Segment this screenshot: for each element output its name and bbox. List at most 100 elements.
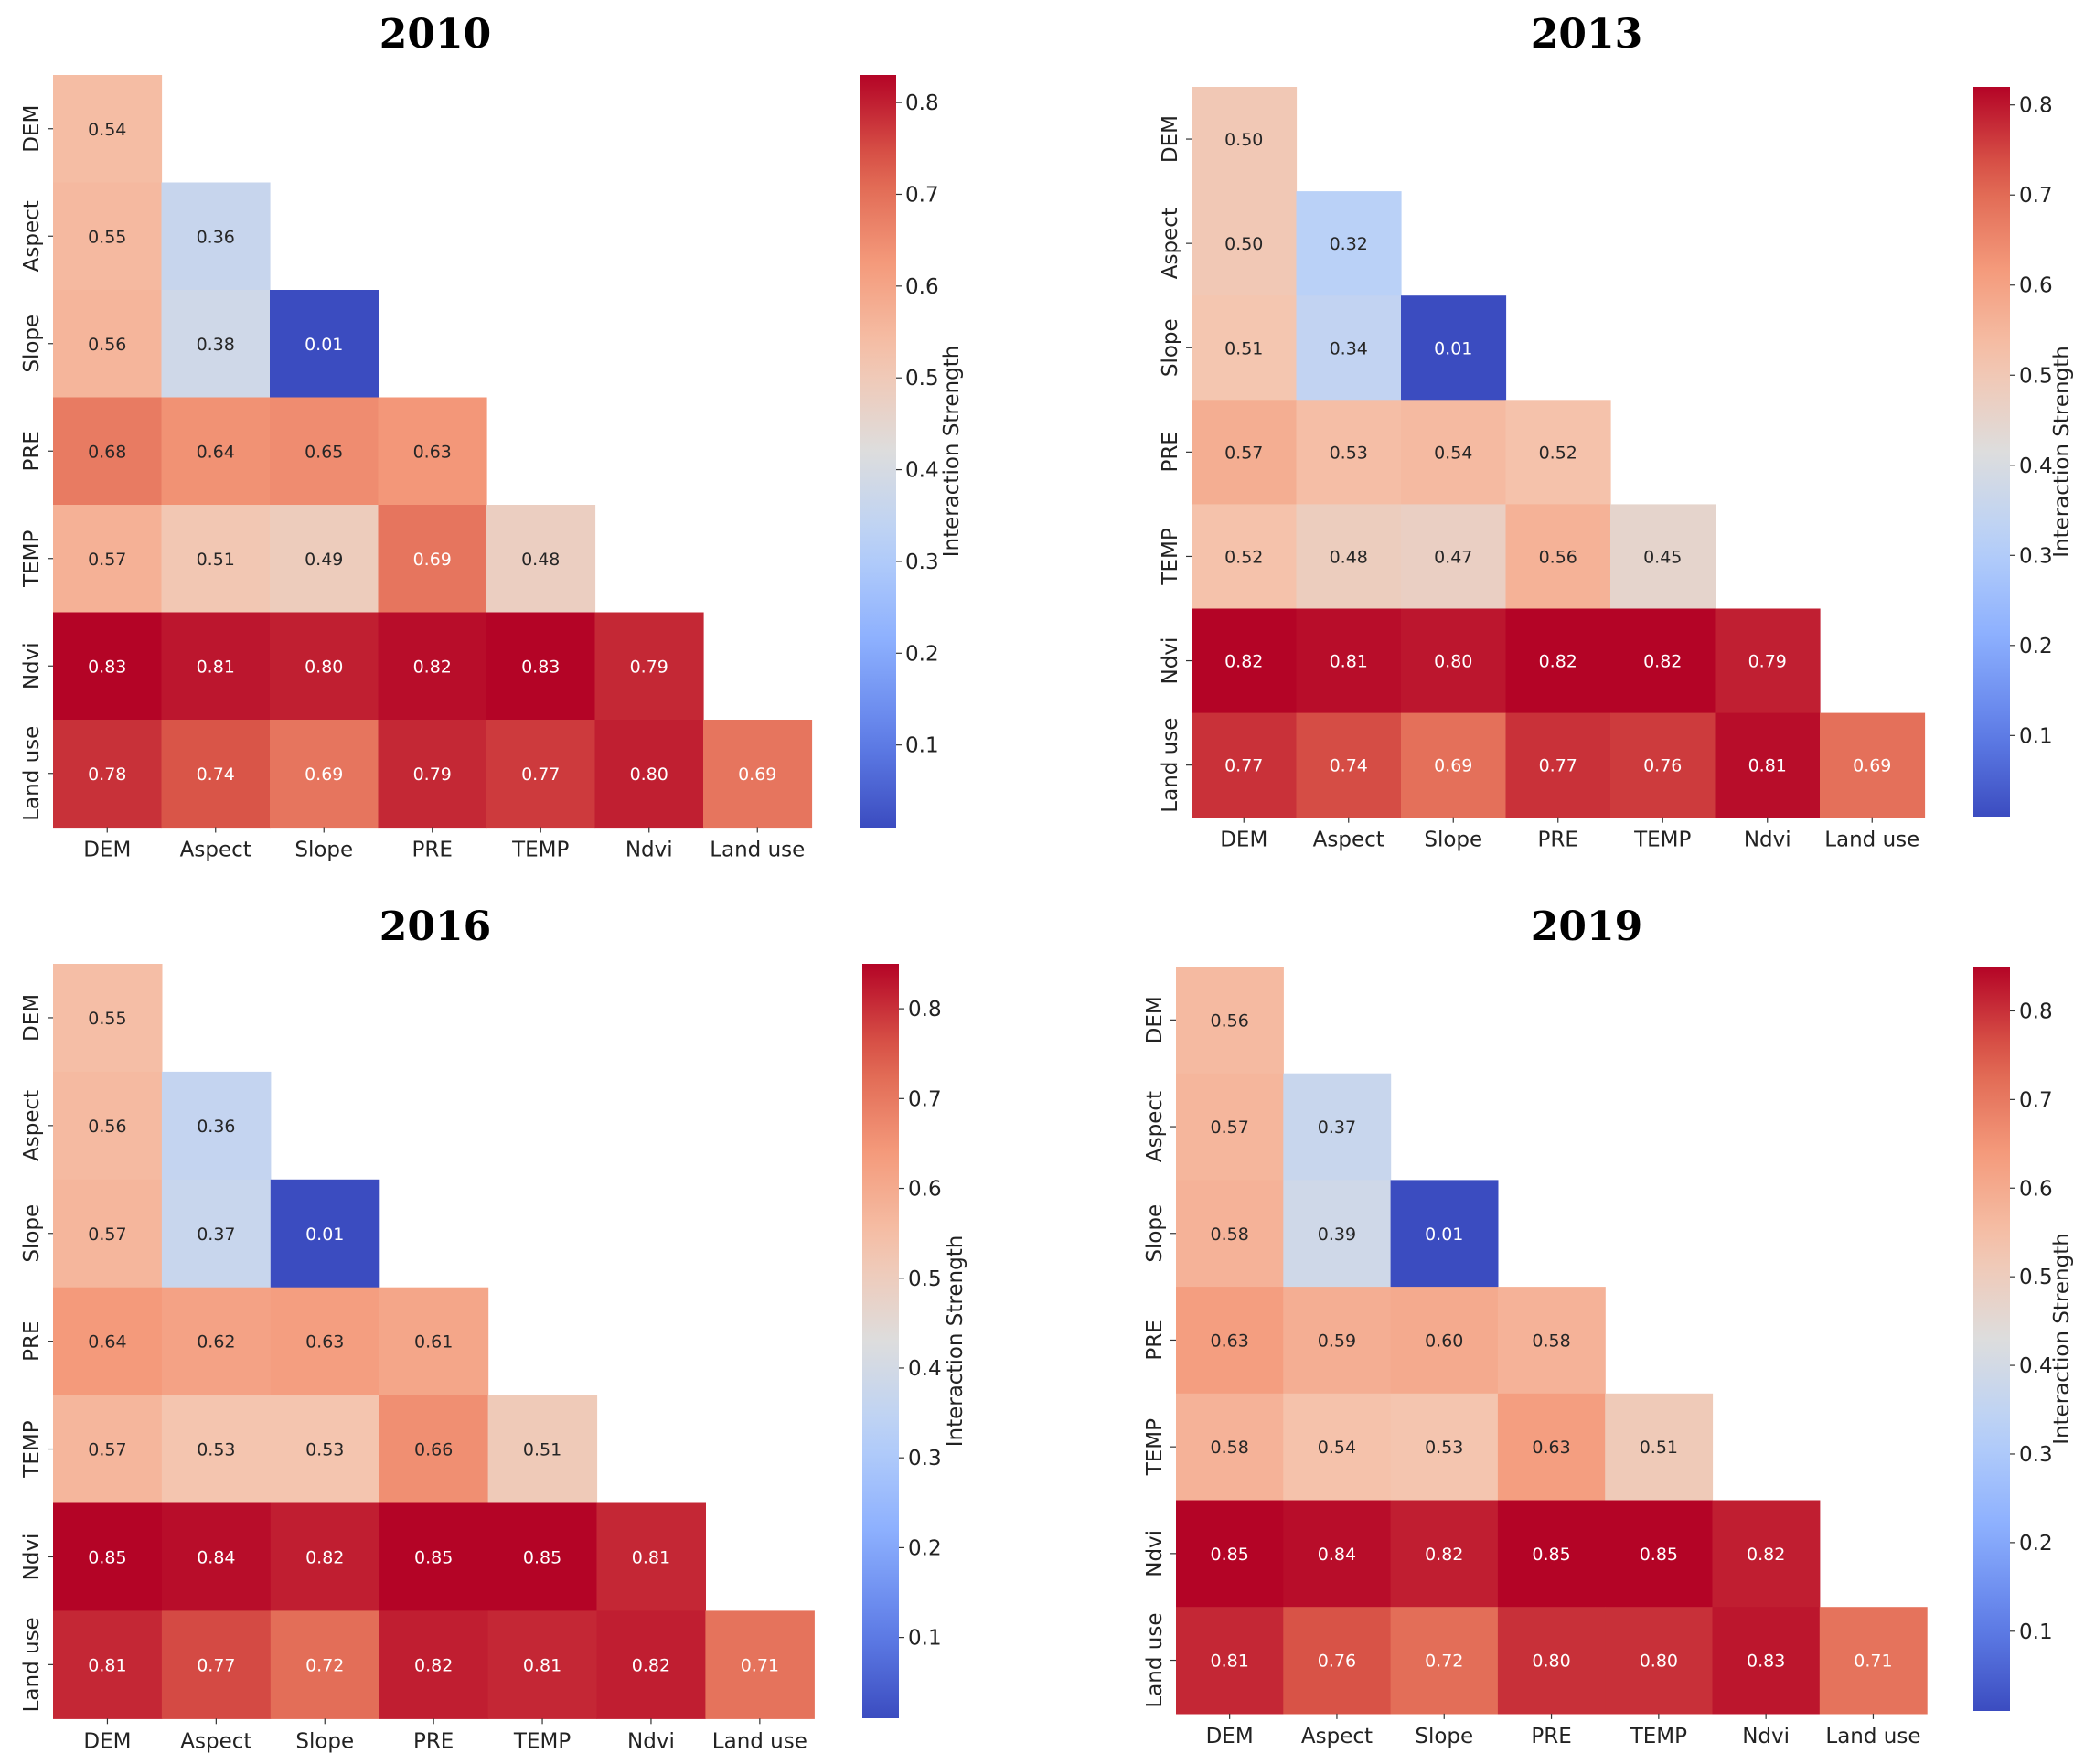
colorbar-tick-label: 0.3 [905,551,939,574]
heatmap-cell [1715,608,1821,714]
heatmap-cell [53,290,163,399]
heatmap-cell [487,1502,598,1611]
cell-value-label: 0.63 [1532,1438,1570,1458]
heatmap-cell [1390,1393,1499,1502]
cell-value-label: 0.66 [414,1440,453,1460]
heatmap-cell [1283,1073,1392,1181]
heatmap-cell [1819,1607,1928,1715]
x-tick-label: Land use [1825,1725,1920,1748]
heatmap-cell [1192,295,1298,401]
colorbar-tick-label: 0.8 [908,998,942,1021]
cell-value-label: 0.79 [413,764,452,785]
x-tick-label: PRE [1531,1725,1571,1748]
y-tick-label: Ndvi [20,1534,44,1581]
cell-value-label: 0.82 [632,1655,670,1675]
cell-value-label: 0.01 [305,1224,344,1245]
x-tick-label: PRE [412,839,453,862]
cell-value-label: 0.63 [413,442,452,462]
cell-value-label: 0.80 [1434,652,1472,672]
cell-value-label: 0.74 [197,764,235,785]
cell-value-label: 0.85 [414,1547,453,1567]
heatmap-cell [596,1610,706,1719]
cell-value-label: 0.85 [88,1547,126,1567]
y-tick-label: Ndvi [20,642,44,690]
cell-value-label: 0.82 [1643,652,1682,672]
heatmap-cell [53,75,163,184]
heatmap-cell [596,1502,706,1611]
colorbar-tick-label: 0.6 [908,1178,942,1202]
heatmap-panel-2016: 2016 0.55 0.56 0.36 0.57 0.37 0.01 0.64 0.62 0.63… [20,903,967,1753]
x-tick-label: DEM [83,1729,131,1753]
colorbar-tick-label: 0.5 [908,1267,942,1291]
cell-value-label: 0.81 [632,1547,670,1567]
cell-value-label: 0.83 [88,657,126,677]
cell-value-label: 0.76 [1318,1652,1356,1672]
cell-value-label: 0.34 [1330,338,1368,358]
colorbar-tick-label: 0.2 [905,642,939,666]
y-tick-label: Ndvi [1159,637,1182,685]
x-tick-label: PRE [1538,829,1578,852]
heatmap-cell [53,720,163,829]
panel-title: 2016 [379,903,491,950]
x-tick-label: Slope [1415,1725,1473,1748]
heatmap-cell [1605,1500,1714,1608]
heatmap-cell [53,612,163,721]
heatmap-cell [270,1502,380,1611]
cell-value-label: 0.71 [1854,1652,1892,1672]
heatmap-cell [1296,712,1402,818]
cell-value-label: 0.56 [1210,1010,1248,1031]
cell-value-label: 0.84 [197,1547,235,1567]
heatmap-cell [486,720,596,829]
heatmap-cell [161,1395,272,1504]
heatmap-cell [53,1502,163,1611]
heatmap-cell [1712,1500,1821,1608]
heatmap-cell [1401,712,1507,818]
cell-value-label: 0.69 [1853,756,1891,776]
x-tick-label: Land use [712,1729,807,1753]
colorbar-tick-label: 0.7 [2019,1088,2053,1112]
heatmap-cell [53,1610,163,1719]
heatmap-cell [594,720,704,829]
cell-value-label: 0.80 [1532,1652,1570,1672]
x-tick-label: Land use [710,839,805,862]
colorbar-tick-label: 0.6 [905,275,939,299]
colorbar-label: Interaction Strength [940,346,964,558]
panel-title: 2013 [1531,11,1642,58]
cell-value-label: 0.50 [1224,234,1263,254]
heatmap-cell [161,290,271,399]
cell-value-label: 0.50 [1224,130,1263,150]
heatmap-cell [1296,295,1402,401]
heatmap-cell [1283,1180,1392,1288]
heatmap-cell [1192,608,1298,714]
panel-title: 2019 [1531,903,1642,950]
x-tick-label: PRE [413,1729,454,1753]
x-tick-label: TEMP [511,839,569,862]
colorbar-tick-label: 0.4 [2019,454,2053,478]
y-tick-label: Aspect [20,1090,44,1161]
cell-value-label: 0.77 [1539,756,1577,776]
heatmap-cell [705,1610,815,1719]
heatmap-cell [1497,1287,1606,1395]
heatmap-cell [161,612,271,721]
heatmap-panel-2013: 2013 0.50 0.50 0.32 0.51 0.34 0.01 0.57 0.53 0.54… [1159,11,2074,852]
heatmap-cell [270,1287,380,1396]
colorbar-label: Interaction Strength [944,1235,967,1448]
colorbar-tick-label: 0.1 [905,734,939,758]
x-tick-label: Ndvi [627,1729,675,1753]
heatmap-cell [1390,1287,1499,1395]
x-tick-label: Aspect [1313,829,1384,852]
heatmap-panel-2010: 2010 0.54 0.55 0.36 0.56 0.38 0.01 0.68 0.64 0.65… [20,11,964,862]
y-tick-label: DEM [20,994,44,1042]
cell-value-label: 0.55 [88,227,126,247]
heatmap-cell [1497,1393,1606,1502]
cell-value-label: 0.54 [1318,1438,1356,1458]
cell-value-label: 0.81 [1210,1652,1248,1672]
x-tick-label: Aspect [180,1729,251,1753]
cell-value-label: 0.84 [1318,1545,1356,1565]
x-tick-label: Slope [294,839,353,862]
y-tick-label: Land use [20,726,44,821]
colorbar [860,75,896,828]
cell-value-label: 0.53 [1425,1438,1463,1458]
colorbar-tick-label: 0.2 [2019,1532,2053,1556]
